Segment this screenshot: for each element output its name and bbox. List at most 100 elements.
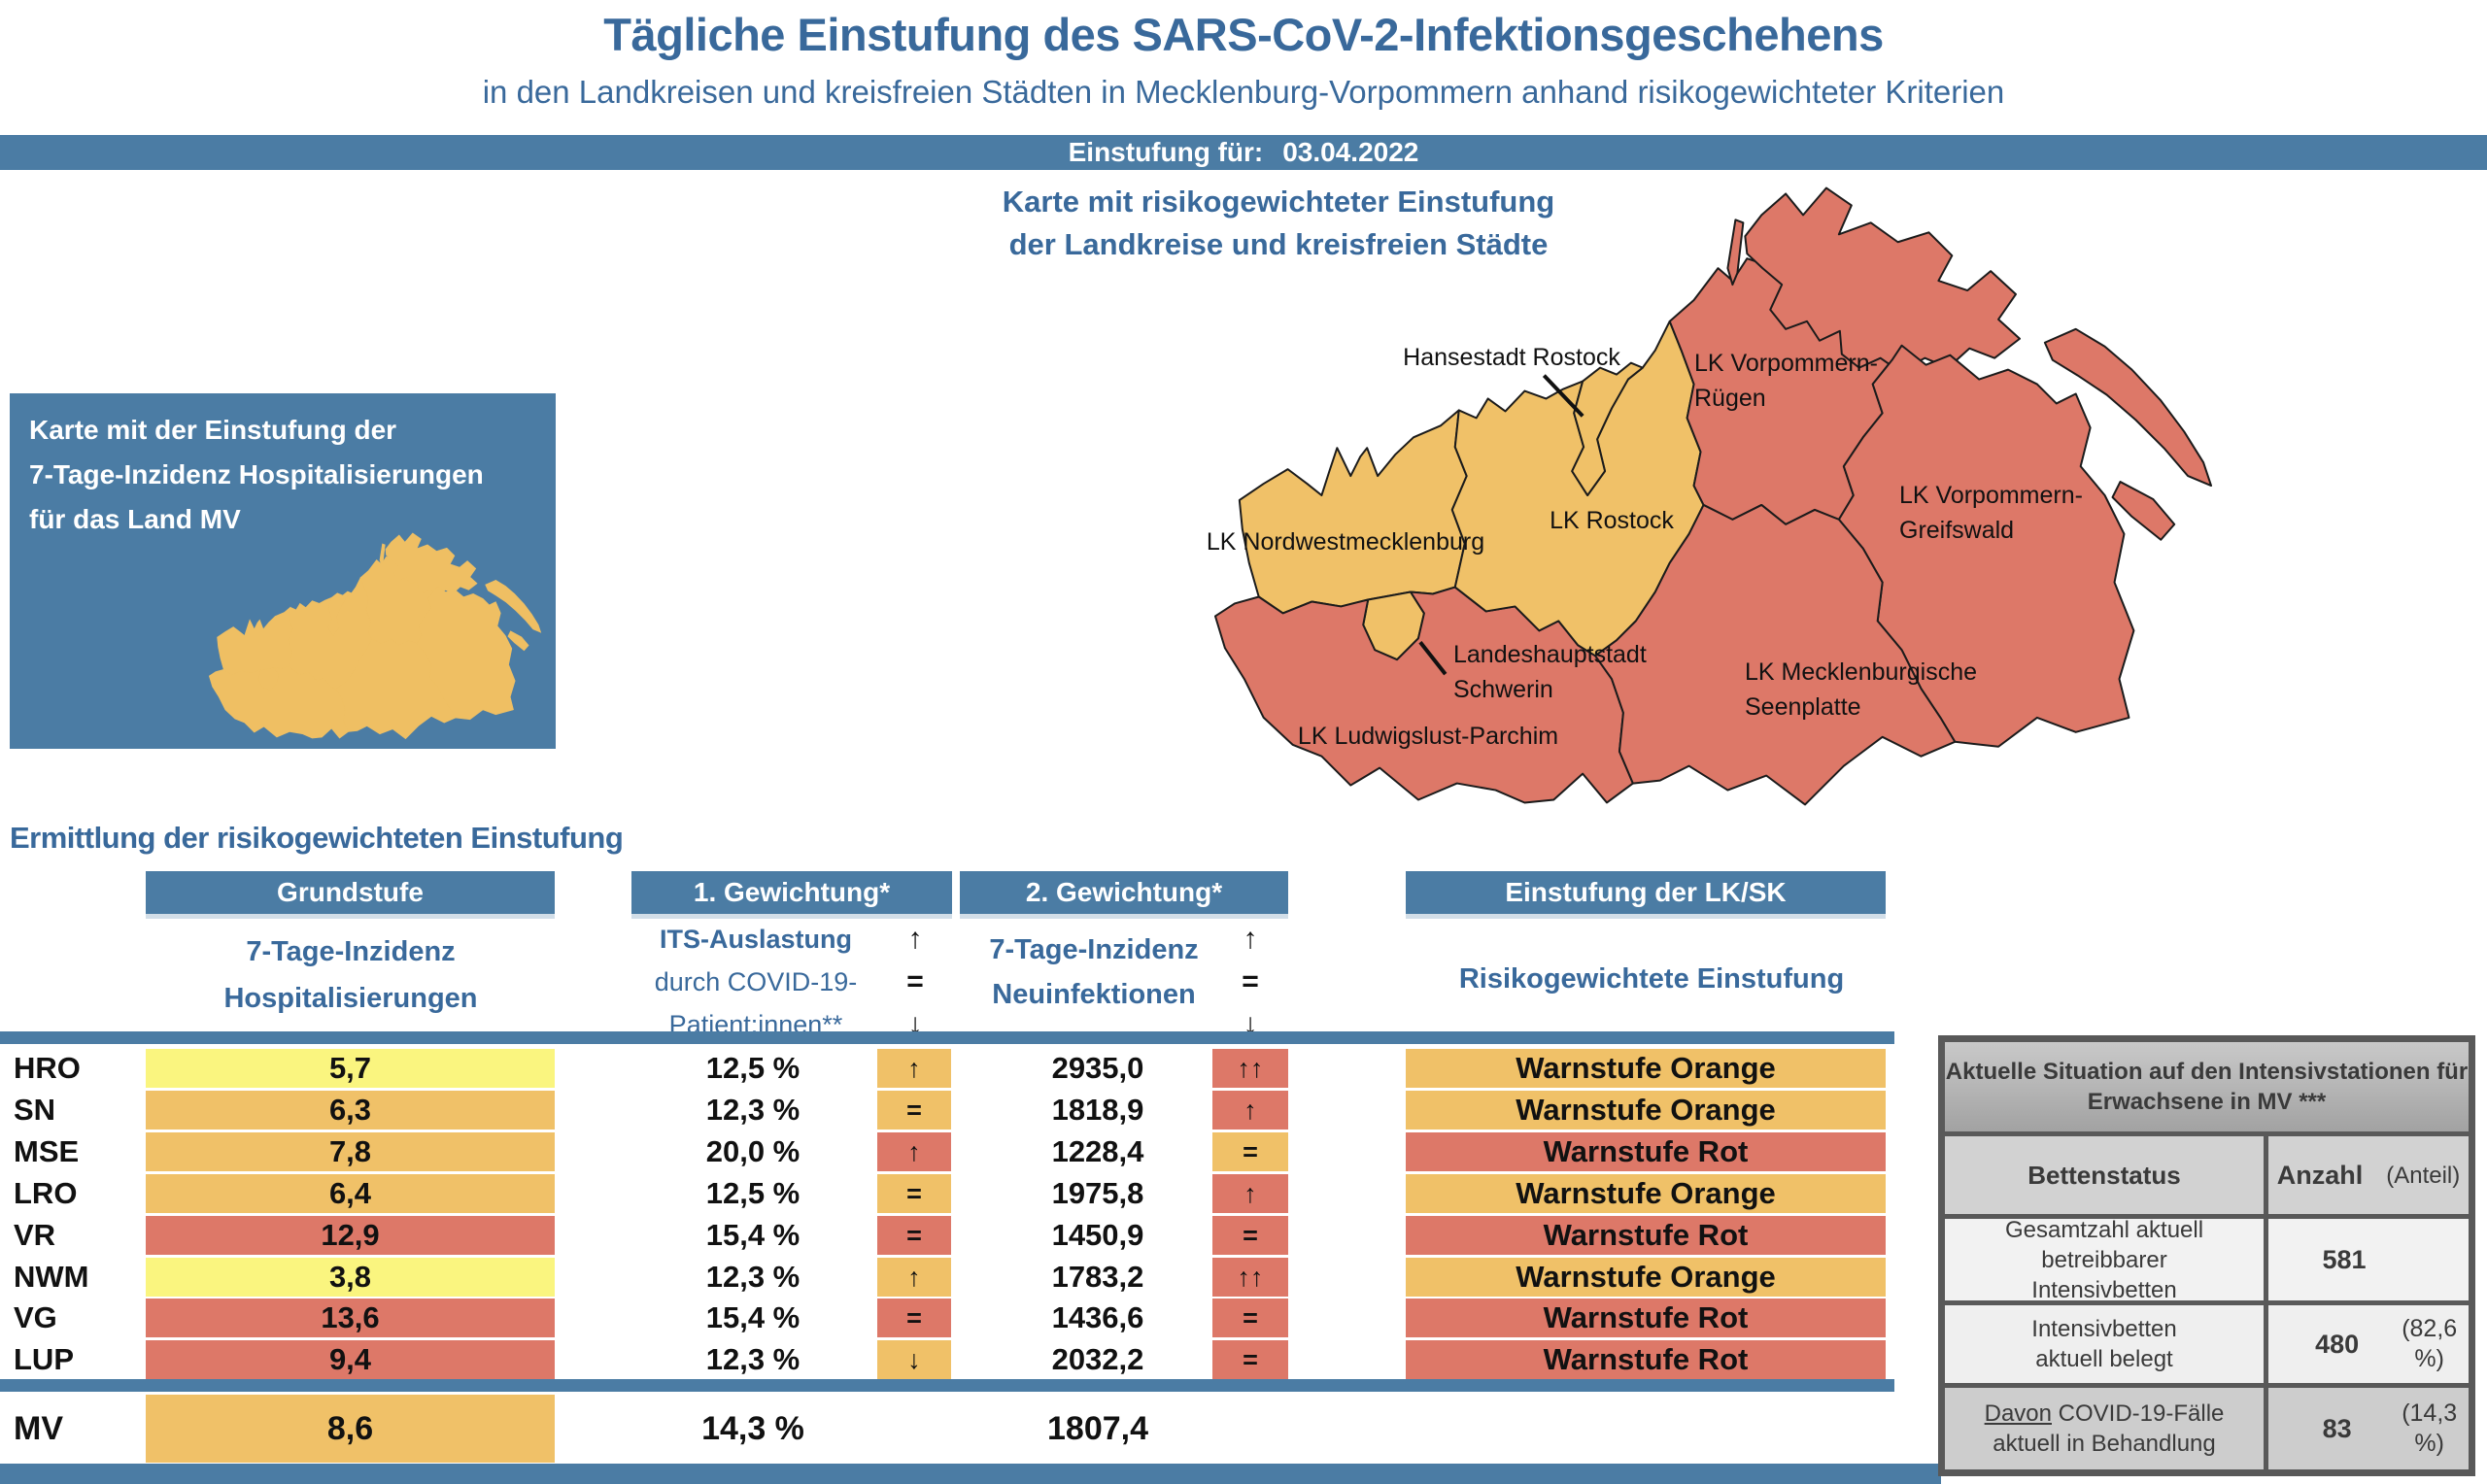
trend-up-icon: ↑: [1243, 923, 1258, 955]
new-infections-value: 1818,9: [1051, 1093, 1144, 1127]
icu-share-value: 15,4 %: [705, 1300, 801, 1334]
date-bar-label: Einstufung für:: [1068, 137, 1264, 167]
icu-share-value: 12,5 %: [705, 1176, 801, 1210]
panel-title-line2: Erwachsene in MV ***: [2087, 1089, 2327, 1115]
region-code: VR: [14, 1218, 56, 1252]
col-inc-line2: Neuinfektionen: [992, 979, 1196, 1010]
col-inc-line1: 7-Tage-Inzidenz: [989, 934, 1199, 965]
rating-cell: Warnstufe Orange: [1406, 1258, 1886, 1297]
hosp-incidence-cell: 9,4: [146, 1340, 555, 1379]
panel-col-anteil: (Anteil): [2386, 1162, 2461, 1189]
map-region-lk-vorpommern-greifswald: [2043, 327, 2213, 488]
inc-trend-cell: =: [1212, 1132, 1288, 1171]
section-heading: Ermittlung der risikogewichteten Einstuf…: [10, 821, 624, 855]
panel-title-line1: Aktuelle Situation auf den Intensivstati…: [1945, 1059, 2469, 1085]
map-title-line2: der Landkreise und kreisfreien Städte: [1008, 227, 1549, 261]
inc-trend-cell: =: [1212, 1298, 1288, 1337]
map-label-line: Seenplatte: [1745, 693, 1861, 721]
icu-trend-cell: =: [877, 1091, 951, 1130]
col-icu-line2: durch COVID-19-: [654, 967, 858, 996]
bed-share: (14,3 %): [2402, 1400, 2458, 1457]
map-region-hansestadt-rostock: [1571, 361, 1644, 496]
icu-trend-cell: =: [877, 1216, 951, 1255]
mini-region-lk-mecklenburgische-seenplatte: [335, 638, 457, 740]
mv-state-silhouette: [208, 532, 542, 740]
davon-underlined: Davon: [1984, 1400, 2052, 1427]
map-region-lk-mecklenburgische-seenplatte: [1594, 503, 1957, 806]
new-infections-value: 1975,8: [1051, 1176, 1144, 1210]
label-rest: COVID-19-Fälle: [2052, 1400, 2225, 1427]
map-region-lk-vorpommern-greifswald: [2111, 481, 2176, 541]
inc-trend-cell: ↑↑: [1212, 1049, 1288, 1088]
bed-count: 480: [2315, 1329, 2360, 1359]
page-title: Tägliche Einstufung des SARS-CoV-2-Infek…: [603, 9, 1884, 60]
icu-share-value: 14,3 %: [701, 1410, 804, 1447]
hospitalization-map-card: Karte mit der Einstufung der 7-Tage-Inzi…: [10, 393, 556, 749]
mini-region-lk-vorpommern-ruegen: [379, 543, 386, 567]
bottom-bar: [0, 1464, 1941, 1484]
map-label-lk-vorpommern-greifswald: LK Vorpommern- Greifswald: [1899, 478, 2083, 548]
map-label-line: LK Vorpommern-: [1694, 350, 1878, 377]
hosp-incidence-cell: 7,8: [146, 1132, 555, 1171]
icu-trend-cell: ↑: [877, 1132, 951, 1171]
header-separator: [0, 1031, 1894, 1044]
region-code: MV: [14, 1410, 63, 1447]
mini-region-hansestadt-rostock: [327, 590, 353, 637]
new-infections-value: 2032,2: [1051, 1342, 1144, 1376]
icu-share-value: 12,3 %: [705, 1342, 801, 1376]
bed-count: 581: [2322, 1244, 2367, 1274]
new-infections-value: 1783,2: [1051, 1260, 1144, 1294]
district-classification-map: [1213, 186, 2213, 806]
mini-region-lk-nordwestmecklenburg: [217, 606, 293, 676]
panel-row-covid-value: 83 (14,3 %): [2268, 1388, 2469, 1469]
bed-count: 83: [2322, 1413, 2352, 1443]
map-label-line: Greifswald: [1899, 517, 2015, 544]
panel-col-bettenstatus: Bettenstatus: [1945, 1136, 2264, 1214]
map-label-line: LK Rostock: [1550, 507, 1674, 534]
panel-row-occupied-label: Intensivbetten aktuell belegt: [1945, 1305, 2264, 1383]
label-line: aktuell belegt: [2035, 1346, 2173, 1372]
trend-equal-icon: =: [906, 965, 924, 997]
region-code: HRO: [14, 1051, 81, 1085]
hosp-incidence-cell: 5,7: [146, 1049, 555, 1088]
date-bar-value: 03.04.2022: [1282, 137, 1419, 167]
hosp-incidence-cell: 8,6: [146, 1395, 555, 1463]
col-icu-line1: ITS-Auslastung: [659, 925, 853, 954]
region-code: LUP: [14, 1342, 74, 1376]
map-label-line: LK Ludwigslust-Parchim: [1297, 723, 1559, 750]
icu-share-value: 12,5 %: [705, 1051, 801, 1085]
map-label-line: Hansestadt Rostock: [1403, 344, 1620, 371]
hosp-incidence-cell: 6,4: [146, 1174, 555, 1213]
panel-row-occupied-value: 480 (82,6 %): [2268, 1305, 2469, 1383]
map-label-lk-rostock: LK Rostock: [1550, 503, 1674, 538]
header-einstufung: Einstufung der LK/SK: [1406, 871, 1886, 914]
mini-region-lk-vorpommern-greifswald: [507, 630, 529, 652]
inc-trend-cell: ↑↑: [1212, 1258, 1288, 1297]
map-label-lk-nordwestmecklenburg: LK Nordwestmecklenburg: [1207, 524, 1484, 559]
new-infections-value: 1450,9: [1051, 1218, 1144, 1252]
rating-cell: Warnstufe Orange: [1406, 1091, 1886, 1130]
map-label-line: Rügen: [1694, 385, 1766, 412]
map-label-hansestadt-rostock: Hansestadt Rostock: [1403, 340, 1620, 375]
mini-region-lk-vorpommern-greifswald: [485, 580, 542, 633]
card-line-1: Karte mit der Einstufung der: [29, 415, 397, 445]
panel-title: Aktuelle Situation auf den Intensivstati…: [1945, 1042, 2469, 1131]
trend-equal-icon: =: [1242, 965, 1259, 997]
label-line: Intensivbetten: [2031, 1316, 2177, 1342]
icu-share-value: 15,4 %: [705, 1218, 801, 1252]
label-line: Intensivbetten: [2031, 1276, 2177, 1303]
card-line-2: 7-Tage-Inzidenz Hospitalisierungen: [29, 459, 484, 489]
date-bar: Einstufung für: 03.04.2022: [0, 135, 2487, 170]
new-infections-value: 1807,4: [1047, 1410, 1148, 1447]
rating-cell: Warnstufe Orange: [1406, 1049, 1886, 1088]
panel-row-total-label: Gesamtzahl aktuell betreibbarer Intensiv…: [1945, 1217, 2264, 1303]
hosp-incidence-cell: 6,3: [146, 1091, 555, 1130]
icu-share-value: 12,3 %: [705, 1260, 801, 1294]
new-infections-value: 2935,0: [1051, 1051, 1144, 1085]
bed-share: (82,6 %): [2402, 1315, 2458, 1372]
panel-row-total-value: 581: [2268, 1219, 2469, 1300]
label-pointer-line: [1418, 641, 1448, 676]
label-line: aktuell in Behandlung: [1993, 1431, 2216, 1457]
col-hosp-line1: 7-Tage-Inzidenz: [246, 936, 456, 967]
